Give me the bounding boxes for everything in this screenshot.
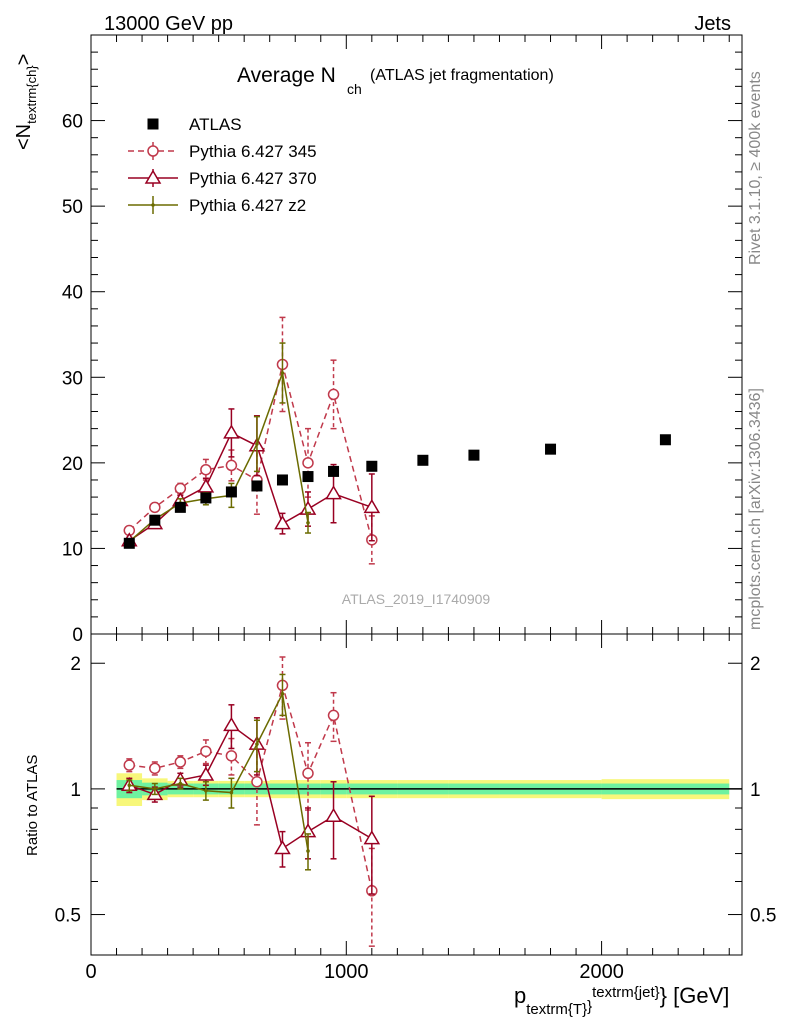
ratio-p370-point: [274, 839, 291, 855]
ratio-p370-point: [363, 830, 381, 845]
ratio-panel-axes: 0 1000 2000 0.5 0.5 1 1 2 2: [55, 634, 776, 983]
y-tick-label: 40: [62, 283, 83, 304]
ratio-pz2-line: [129, 691, 309, 852]
ratio-pz2-point: [280, 691, 285, 696]
ratio-p370-line: [129, 724, 373, 850]
main-p370-point: [363, 498, 381, 514]
ratio-p345-point: [123, 759, 136, 771]
main-atlas-point: [174, 501, 186, 513]
main-title-sub: ch: [347, 81, 362, 97]
legend-p370-label: Pythia 6.427 370: [189, 169, 317, 188]
main-p370-point: [197, 478, 215, 493]
legend-atlas-marker: [147, 118, 159, 130]
legend-pz2-label: Pythia 6.427 z2: [189, 196, 306, 215]
main-p345-point: [225, 459, 238, 472]
main-atlas-point: [328, 465, 340, 477]
rivet-label: Rivet 3.1.10, ≥ 400k events: [747, 71, 764, 265]
ratio-p345-point: [327, 709, 340, 722]
ratio-p345-point: [149, 762, 161, 775]
main-p345-point: [200, 463, 212, 476]
ratio-y-tick-label: 2: [70, 654, 81, 675]
ratio-p370-point: [223, 716, 240, 732]
ratio-panel-marks: [116, 656, 742, 947]
legend-p345-label: Pythia 6.427 345: [189, 142, 317, 161]
main-p345-point: [302, 457, 314, 469]
ratio-p345-point: [225, 750, 238, 762]
main-ylabel: <Ntextrm{ch}>: [13, 54, 39, 150]
ratio-pz2-point: [229, 790, 234, 795]
ratio-pz2-point: [204, 788, 208, 793]
main-panel: 0 10 20 30 40 50 60 Average N ch (ATLAS jet fr…: [13, 34, 743, 646]
main-atlas-point: [200, 492, 212, 504]
main-atlas-point: [468, 449, 480, 461]
x-tick-label: 1000: [324, 961, 369, 983]
main-p345-point: [149, 501, 161, 514]
main-pz2-point: [280, 371, 285, 375]
ratio-pz2-point: [153, 787, 157, 791]
main-atlas-point: [149, 514, 161, 526]
ratio-p345-point: [200, 745, 212, 758]
ratio-panel-frame: [90, 633, 743, 956]
main-pz2-point: [306, 520, 310, 525]
main-title: Average N: [237, 64, 336, 87]
main-title-rest: (ATLAS jet fragmentation): [370, 67, 554, 84]
mcplots-label: mcplots.cern.ch [arXiv:1306.3436]: [747, 388, 764, 630]
y-tick-label: 10: [62, 539, 83, 560]
main-p370-point: [274, 515, 291, 530]
y-tick-label: 0: [72, 625, 83, 646]
watermark: ATLAS_2019_I1740909: [342, 591, 491, 607]
ratio-y-tick-label-right: 0.5: [750, 906, 776, 927]
ratio-y-tick-label-right: 1: [750, 780, 761, 801]
y-tick-label: 50: [62, 197, 83, 218]
ratio-p370-point: [197, 766, 215, 781]
ratio-y-tick-label: 0.5: [55, 906, 81, 927]
main-p370-point: [325, 485, 342, 500]
main-atlas-point: [417, 454, 429, 466]
ratio-pz2-point: [306, 849, 310, 853]
legend-p345-marker: [147, 145, 159, 157]
ratio-p345-point: [302, 767, 314, 780]
main-p370-point: [223, 424, 240, 439]
main-atlas-point: [123, 537, 135, 549]
ratio-p370-point: [325, 807, 342, 822]
ratio-pz2-point: [255, 742, 259, 746]
y-tick-label: 30: [62, 368, 83, 389]
ratio-ylabel: Ratio to ATLAS: [24, 755, 41, 856]
ratio-y-tick-label: 1: [70, 780, 81, 801]
ratio-panel: 0 1000 2000 0.5 0.5 1 1 2 2 Ratio to ATLAS ptext…: [24, 633, 776, 1018]
main-atlas-point: [276, 474, 288, 486]
main-panel-axes: 0 10 20 30 40 50 60: [62, 34, 742, 646]
main-atlas-point: [366, 460, 378, 472]
main-atlas-point: [659, 434, 671, 446]
main-atlas-point: [545, 443, 557, 455]
x-tick-label: 2000: [579, 961, 624, 983]
main-p345-point: [327, 388, 340, 401]
main-p345-line: [128, 364, 373, 541]
main-atlas-point: [251, 480, 263, 492]
main-pz2-point: [255, 442, 259, 446]
y-tick-label: 60: [62, 112, 83, 133]
x-tick-label: 0: [85, 961, 96, 983]
main-atlas-point: [225, 486, 237, 498]
legend-pz2-marker: [151, 203, 155, 207]
legend: ATLAS Pythia 6.427 345 Pythia 6.427 370 Pyt…: [128, 115, 317, 215]
ratio-pz2-point: [127, 783, 132, 788]
x-axis-label: ptextrm{T}}textrm{jet}} [GeV]: [514, 983, 729, 1018]
legend-atlas-label: ATLAS: [189, 115, 242, 134]
header-left-label: 13000 GeV pp: [104, 13, 233, 35]
ratio-p345-point: [174, 756, 187, 768]
ratio-pz2-point: [178, 781, 183, 786]
legend-p370-marker: [144, 169, 162, 184]
ratio-p345-point: [251, 776, 263, 788]
y-tick-label: 20: [62, 454, 83, 475]
main-panel-marks: [120, 316, 671, 565]
header-right-label: Jets: [694, 13, 731, 35]
main-atlas-point: [302, 471, 314, 483]
ratio-y-tick-label-right: 2: [750, 654, 761, 675]
